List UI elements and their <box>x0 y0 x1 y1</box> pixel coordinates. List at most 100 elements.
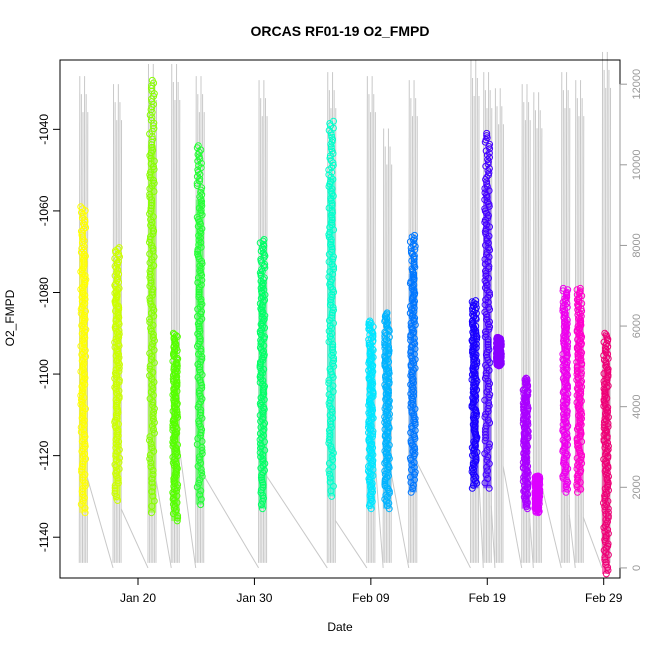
data-point <box>116 253 123 261</box>
data-point <box>115 270 123 278</box>
series-group <box>481 129 494 492</box>
altitude-lines <box>78 51 612 569</box>
data-point <box>170 330 178 338</box>
data-point <box>328 133 336 141</box>
altitude-trace <box>609 87 612 563</box>
y-tick-label: -1100 <box>37 359 51 389</box>
data-point <box>559 284 567 292</box>
series-group <box>493 333 505 370</box>
data-point <box>256 269 264 277</box>
data-point <box>470 299 478 307</box>
data-point <box>115 244 123 252</box>
transit-line <box>477 470 484 568</box>
series-group <box>600 329 612 578</box>
series-group <box>406 231 419 496</box>
series-core <box>575 319 584 493</box>
data-point <box>260 240 267 248</box>
data-point <box>576 284 584 292</box>
data-point <box>259 249 267 257</box>
altitude-trace <box>499 88 501 563</box>
series-core <box>494 341 503 366</box>
data-point <box>534 472 542 480</box>
data-point <box>197 159 205 167</box>
data-point <box>407 247 415 255</box>
series-group <box>519 374 532 513</box>
data-point <box>365 339 373 347</box>
data-point <box>469 320 476 328</box>
data-point <box>523 375 531 383</box>
altitude-trace <box>494 88 496 563</box>
altitude-trace <box>334 108 337 563</box>
altitude-trace <box>500 106 503 563</box>
data-point <box>259 245 267 253</box>
data-point <box>369 337 377 345</box>
data-point <box>259 237 267 245</box>
data-point <box>564 286 572 294</box>
series-core <box>113 285 122 501</box>
y2-tick-label: 4000 <box>631 394 643 418</box>
data-point <box>472 297 480 305</box>
y-axis-label: O2_FMPD <box>3 289 17 346</box>
data-point <box>561 297 569 305</box>
data-point <box>410 239 418 247</box>
data-point <box>369 332 377 340</box>
y2-tick-label: 0 <box>631 565 643 571</box>
x-axis-label: Date <box>327 620 353 634</box>
transit-line <box>529 518 534 568</box>
series-core <box>366 349 375 509</box>
data-point <box>115 278 122 286</box>
data-point <box>79 205 86 213</box>
data-point <box>170 334 178 342</box>
x-axis: Jan 20 Jan 30 Feb 09 Feb 19 Feb 29 <box>120 577 623 605</box>
series-core <box>521 397 530 509</box>
data-point <box>601 329 609 337</box>
data-point <box>411 231 419 239</box>
data-point <box>327 145 335 153</box>
data-point <box>602 331 610 339</box>
series-group <box>111 244 123 504</box>
data-point <box>196 175 204 183</box>
y2-tick-label: 10000 <box>631 150 643 181</box>
x-tick-label: Feb 29 <box>585 591 623 605</box>
data-point <box>576 287 584 295</box>
data-point <box>468 298 476 306</box>
y-tick-label: -1080 <box>37 277 51 308</box>
series-group <box>325 117 338 500</box>
transit-line <box>390 472 410 569</box>
series-core <box>171 361 180 521</box>
series-group <box>256 236 269 513</box>
data-point <box>383 309 391 317</box>
data-point <box>77 227 85 235</box>
altitude-trace <box>155 100 157 563</box>
transit-line <box>266 475 328 569</box>
series-group <box>381 309 393 513</box>
series-group <box>193 142 206 509</box>
transit-line <box>120 508 149 569</box>
data-point <box>559 307 567 315</box>
data-point <box>366 317 374 325</box>
series-core <box>195 199 204 505</box>
data-point <box>148 76 156 84</box>
transit-line <box>203 475 260 569</box>
transit-line <box>568 514 576 568</box>
data-point <box>113 269 121 277</box>
series-group <box>559 284 572 496</box>
data-point <box>260 236 268 243</box>
data-point <box>559 287 567 295</box>
series-core <box>533 481 542 513</box>
series-core <box>258 279 267 509</box>
data-point <box>148 87 156 95</box>
series-group <box>573 284 586 496</box>
data-point <box>198 184 206 192</box>
y-axis: -1140 -1120 -1100 -1080 -1060 -1040 <box>37 114 61 552</box>
data-point <box>80 237 88 245</box>
altitude-trace <box>120 120 123 563</box>
series-core <box>561 319 570 493</box>
data-point <box>169 329 177 337</box>
series-group <box>169 329 182 525</box>
x-tick-label: Jan 20 <box>120 591 156 605</box>
data-point <box>326 120 334 127</box>
transit-line <box>490 505 496 568</box>
data-point <box>483 132 491 140</box>
data-point <box>486 153 493 161</box>
